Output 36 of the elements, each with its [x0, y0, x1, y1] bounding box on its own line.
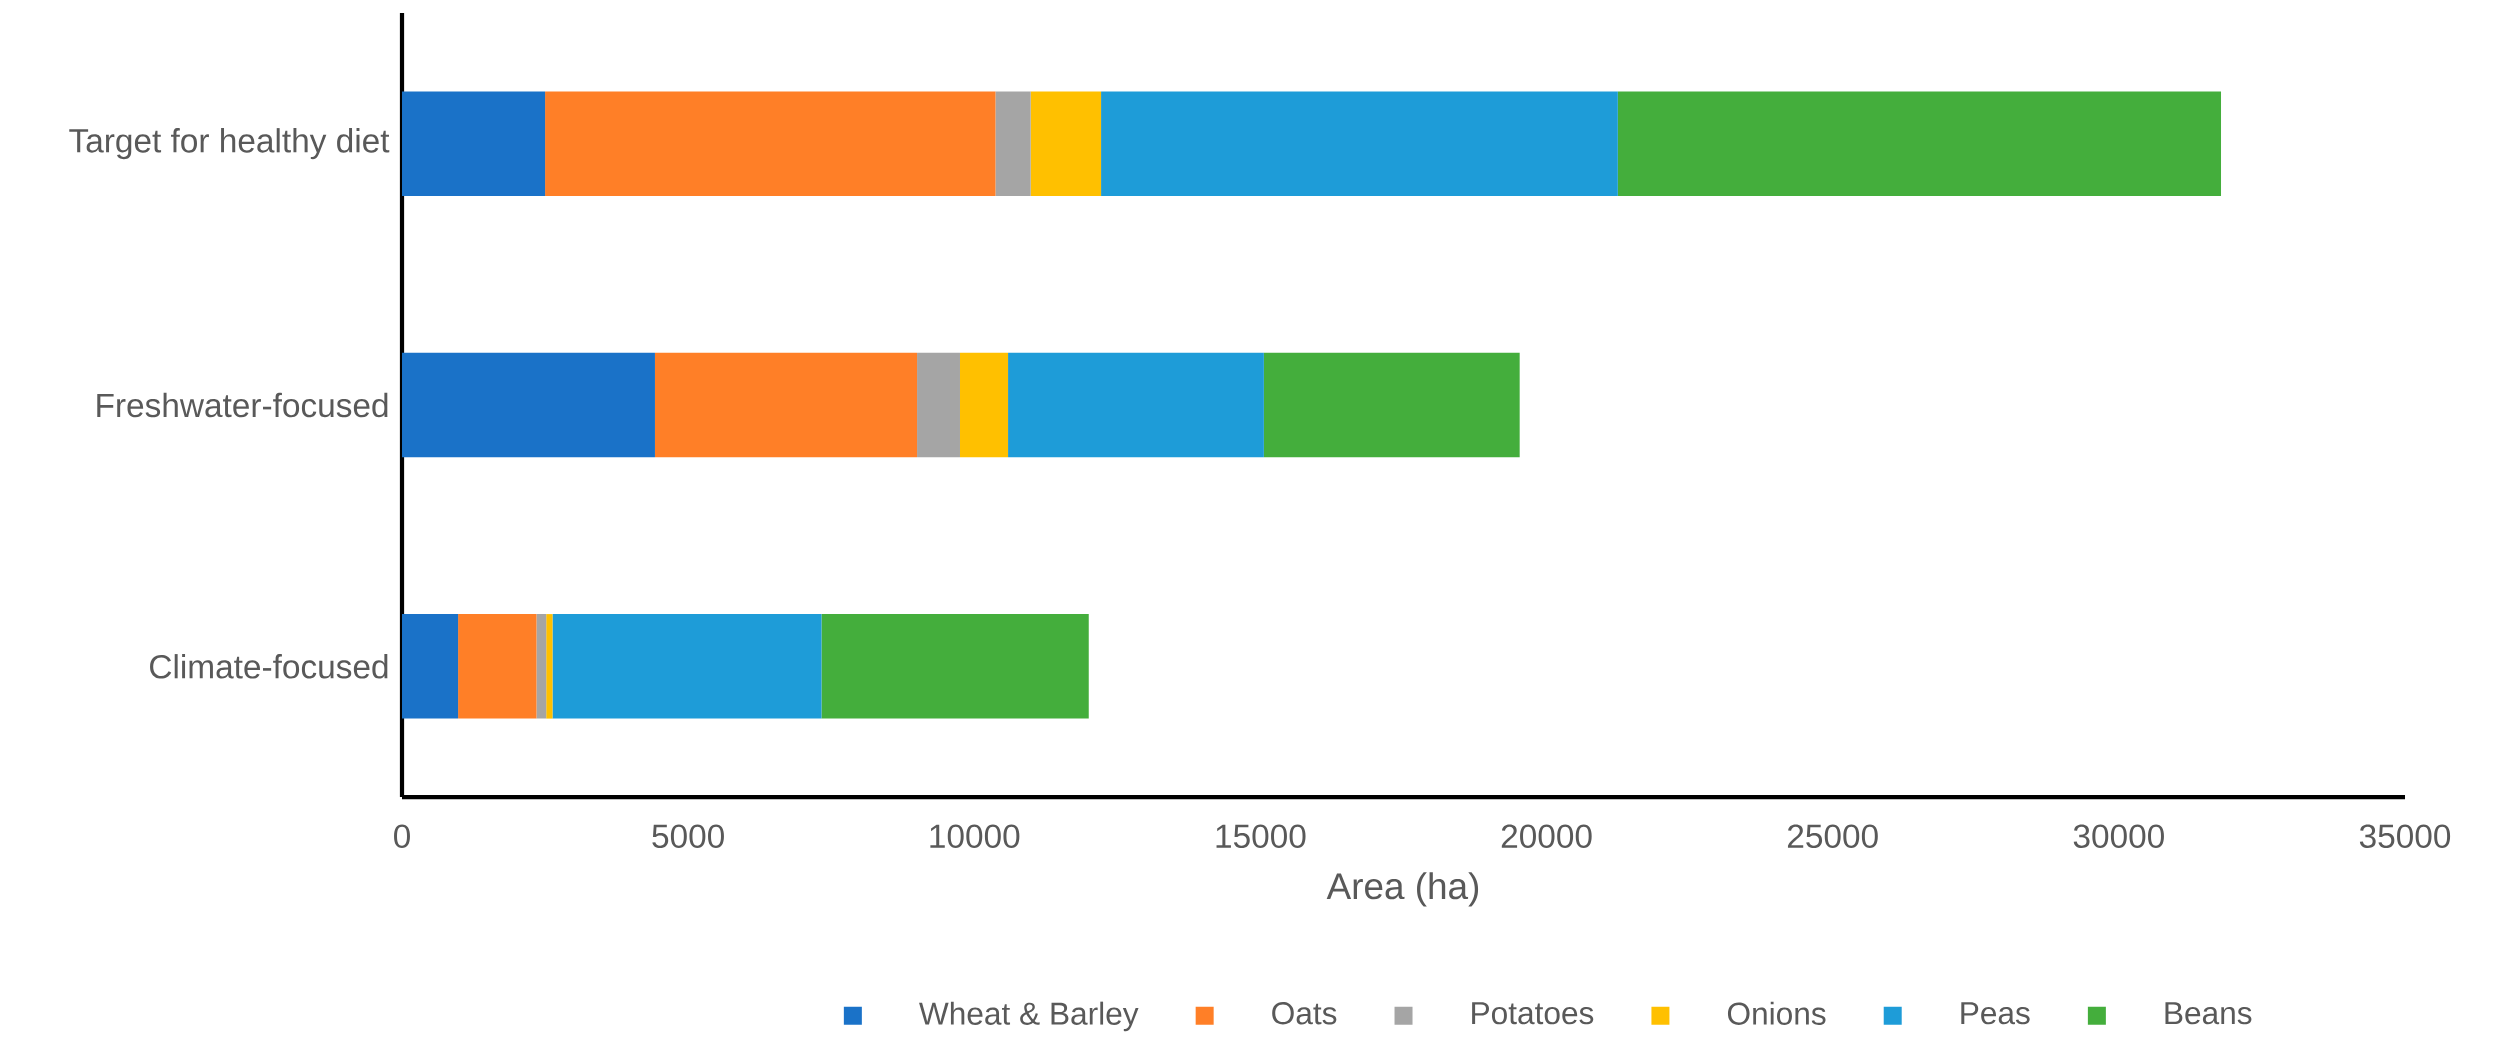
bar: [959, 352, 1009, 458]
x-tick-label: 30000: [2073, 824, 2164, 849]
bar: [917, 352, 960, 458]
bar: [402, 352, 655, 458]
legend-label: Oats: [1272, 1002, 1337, 1025]
bar: [402, 91, 546, 196]
bar: [1008, 352, 1264, 458]
x-tick-label: 20000: [1501, 824, 1592, 849]
bar: [1617, 91, 2222, 196]
bar: [546, 614, 553, 719]
legend-label: Wheat & Barley: [919, 1001, 1139, 1032]
legend-label: Peas: [1961, 1002, 2030, 1025]
y-tick-label: Climate-focused: [150, 654, 388, 679]
bar: [1030, 91, 1102, 196]
x-tick-label: 10000: [930, 824, 1020, 849]
x-tick-label: 5000: [652, 824, 724, 849]
legend-label: Onions: [1727, 1001, 1826, 1025]
bar: [1101, 91, 1618, 196]
x-tick-label: 25000: [1787, 824, 1878, 849]
bar: [458, 614, 537, 719]
legend-label: Potatoes: [1472, 1002, 1594, 1025]
x-axis-title: Area (ha): [1326, 872, 1479, 907]
y-tick-label: Target for healthy diet: [69, 128, 390, 160]
legend-label: Beans: [2165, 1002, 2252, 1025]
x-tick-label: 15000: [1216, 824, 1306, 849]
bar: [654, 352, 918, 458]
y-tick-label: Freshwater-focused: [97, 392, 388, 418]
x-tick-label: 0: [394, 824, 410, 849]
x-tick-label: 35000: [2359, 824, 2451, 849]
bar: [402, 614, 459, 719]
bar: [1263, 352, 1520, 458]
bar: [552, 614, 822, 719]
bar: [995, 91, 1031, 196]
bar: [536, 614, 547, 719]
bar: [821, 614, 1089, 719]
bar: [545, 91, 996, 196]
